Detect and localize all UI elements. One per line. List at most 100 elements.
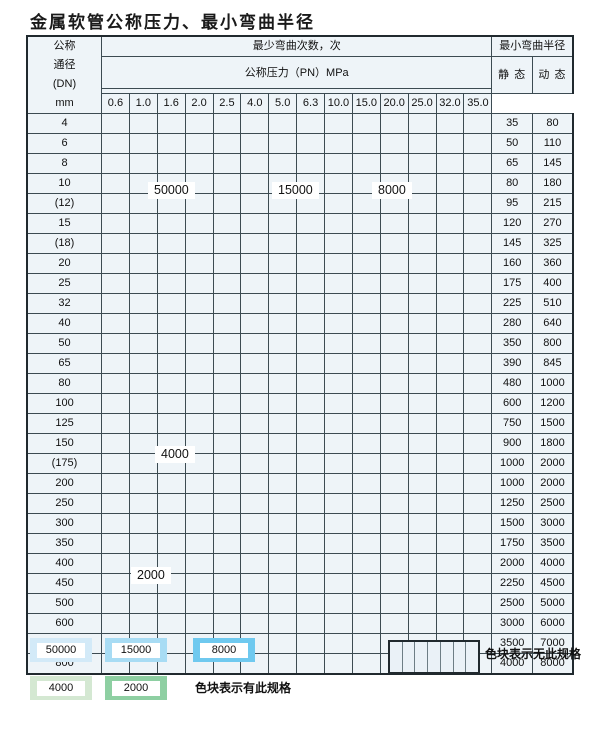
spec-cell — [435, 333, 465, 354]
spec-cell — [240, 433, 270, 454]
spec-cell — [296, 533, 326, 554]
spec-cell — [101, 533, 130, 554]
spec-cell — [324, 333, 353, 354]
spec-cell — [435, 573, 465, 594]
spec-cell — [101, 353, 130, 374]
spec-cell — [296, 293, 326, 314]
spec-cell — [156, 153, 186, 174]
spec-cell — [324, 633, 353, 654]
spec-cell — [156, 233, 186, 254]
spec-cell — [435, 373, 465, 394]
spec-cell — [268, 313, 298, 334]
spec-cell — [240, 133, 270, 154]
spec-cell — [156, 133, 186, 154]
spec-cell — [463, 153, 493, 174]
pn-column-header-20.0: 20.0 — [379, 93, 409, 114]
spec-cell — [101, 113, 130, 134]
empty-swatch-stripe — [403, 642, 416, 672]
spec-cell — [240, 373, 270, 394]
spec-cell — [379, 613, 409, 634]
static-radius-value: 225 — [491, 293, 533, 314]
dynamic-radius-value: 1500 — [531, 413, 574, 434]
spec-cell — [212, 493, 242, 514]
dn-value: 250 — [26, 493, 103, 514]
dn-value: 350 — [26, 533, 103, 554]
spec-cell — [184, 153, 214, 174]
table-row: 80 480 1000 — [26, 373, 574, 394]
static-radius-value: 1750 — [491, 533, 533, 554]
dynamic-radius-value: 110 — [531, 133, 574, 154]
spec-cell — [324, 513, 353, 534]
spec-cell — [435, 593, 465, 614]
spec-cell — [101, 413, 130, 434]
spec-cell — [379, 293, 409, 314]
spec-cell — [407, 173, 437, 194]
spec-cell — [240, 393, 270, 414]
spec-cell — [435, 213, 465, 234]
dynamic-radius-value: 6000 — [531, 613, 574, 634]
static-radius-value: 750 — [491, 413, 533, 434]
table-row: 250 1250 2500 — [26, 493, 574, 514]
spec-cell — [351, 613, 381, 634]
spec-cell — [435, 173, 465, 194]
spec-cell — [128, 113, 158, 134]
legend-swatch-value: 50000 — [37, 642, 85, 658]
spec-cell — [379, 453, 409, 474]
spec-cell — [268, 353, 298, 374]
spec-cell — [128, 313, 158, 334]
spec-cell — [156, 353, 186, 374]
spec-cell — [128, 353, 158, 374]
dynamic-radius-value: 400 — [531, 273, 574, 294]
spec-cell — [324, 253, 353, 274]
spec-cell — [351, 413, 381, 434]
spec-cell — [128, 273, 158, 294]
spec-cell — [184, 593, 214, 614]
spec-cell — [184, 233, 214, 254]
spec-cell — [463, 373, 493, 394]
spec-cell — [324, 273, 353, 294]
table-row: 10 80 180 — [26, 173, 574, 194]
spec-cell — [128, 473, 158, 494]
spec-cell — [212, 613, 242, 634]
spec-cell — [212, 433, 242, 454]
dynamic-radius-value: 3500 — [531, 533, 574, 554]
legend-swatch-2000: 2000 — [105, 676, 167, 700]
spec-cell — [463, 533, 493, 554]
spec-cell — [379, 213, 409, 234]
spec-cell — [184, 373, 214, 394]
spec-cell — [184, 113, 214, 134]
spec-cell — [407, 493, 437, 514]
spec-cell — [379, 373, 409, 394]
spec-cell — [128, 153, 158, 174]
spec-cell — [463, 173, 493, 194]
spec-cell — [351, 533, 381, 554]
spec-cell — [407, 313, 437, 334]
spec-cell — [212, 293, 242, 314]
spec-cell — [407, 113, 437, 134]
spec-cell — [351, 213, 381, 234]
dynamic-radius-value: 4000 — [531, 553, 574, 574]
spec-cell — [379, 433, 409, 454]
dn-value: (175) — [26, 453, 103, 474]
spec-table: 公称 通径 (DN) mm 最少弯曲次数，次 最小弯曲半径 公称压力（PN）MPa 静 态动 … — [26, 35, 575, 675]
spec-cell — [212, 213, 242, 234]
spec-cell — [463, 613, 493, 634]
spec-cell — [379, 513, 409, 534]
spec-cell — [463, 233, 493, 254]
spec-cell — [101, 333, 130, 354]
spec-cell — [128, 333, 158, 354]
table-row: 6 50 110 — [26, 133, 574, 154]
spec-cell — [296, 213, 326, 234]
static-radius-value: 1250 — [491, 493, 533, 514]
spec-cell — [101, 473, 130, 494]
table-row: 100 600 1200 — [26, 393, 574, 414]
static-radius-value: 280 — [491, 313, 533, 334]
header-row-2: 公称压力（PN）MPa 静 态动 态 — [27, 56, 574, 94]
spec-cell — [184, 513, 214, 534]
pn-column-header-35.0: 35.0 — [463, 93, 493, 114]
spec-cell — [435, 393, 465, 414]
spec-cell — [212, 573, 242, 594]
dynamic-radius-value: 360 — [531, 253, 574, 274]
pn-column-header-5.0: 5.0 — [268, 93, 298, 114]
spec-cell — [212, 133, 242, 154]
